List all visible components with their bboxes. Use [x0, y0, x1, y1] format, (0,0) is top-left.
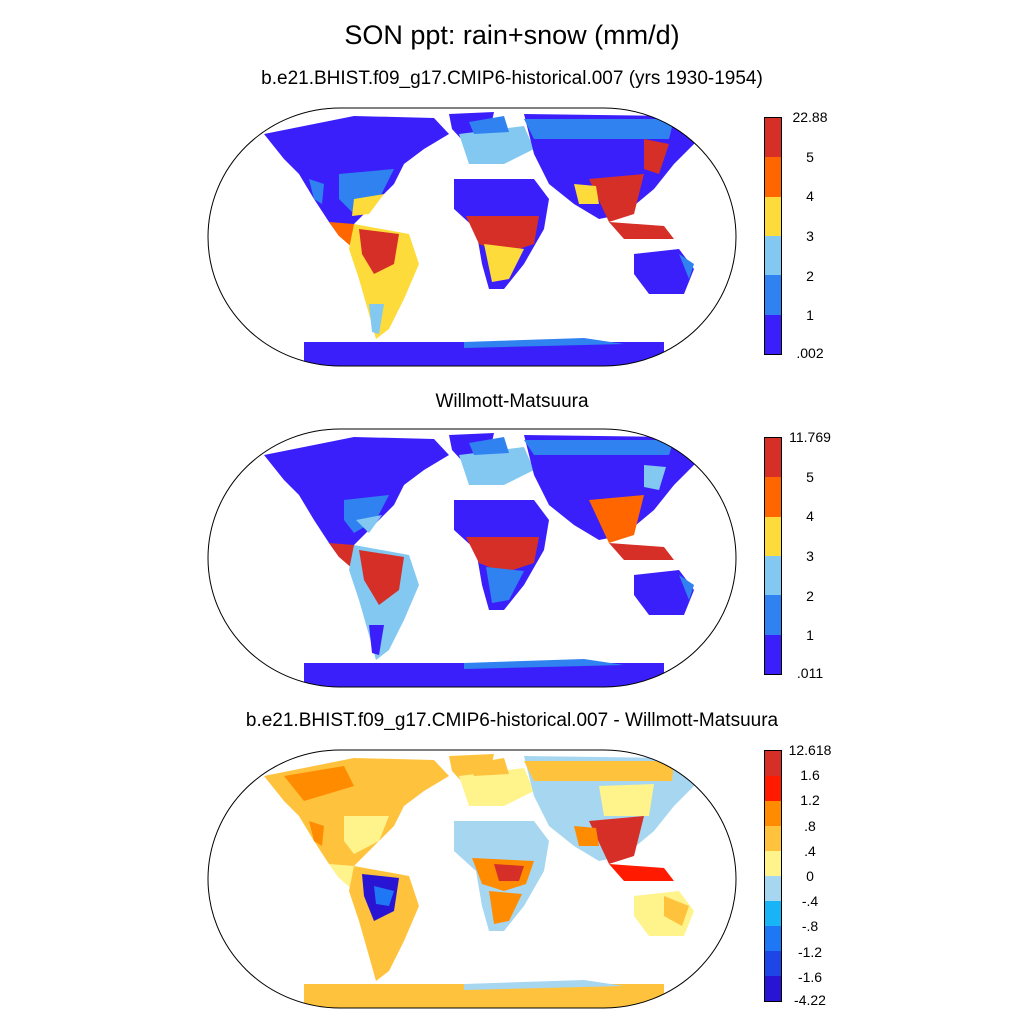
- panel-2-map: [204, 425, 740, 689]
- colorbar-segment: [765, 901, 781, 926]
- panel-3-map-svg: [207, 749, 737, 1009]
- colorbar-label: .4: [804, 842, 816, 859]
- colorbar-label: 4: [806, 188, 814, 205]
- colorbar-label: 11.769: [789, 429, 831, 445]
- colorbar-segment: [765, 314, 781, 354]
- colorbar-label: 5: [806, 468, 814, 485]
- colorbar-label: -1.2: [797, 943, 823, 960]
- colorbar-segment: [765, 157, 781, 197]
- colorbar-label: -1.6: [797, 968, 823, 985]
- colorbar-label: -.8: [801, 918, 819, 935]
- colorbar-label: 1: [806, 307, 814, 324]
- colorbar-label: 22.88: [792, 109, 828, 125]
- colorbar-label: .002: [796, 345, 824, 361]
- colorbar-segment: [765, 926, 781, 951]
- colorbar-segment: [765, 477, 781, 517]
- colorbar-segment: [765, 555, 781, 596]
- colorbar-segment: [765, 438, 781, 478]
- colorbar-segment: [765, 235, 781, 276]
- panel-1-title: b.e21.BHIST.f09_g17.CMIP6-historical.007…: [261, 68, 763, 89]
- colorbar-segment: [765, 751, 781, 776]
- colorbar-segment: [765, 951, 781, 976]
- panel-2-colorbar: [764, 437, 782, 675]
- colorbar-label: 3: [806, 548, 814, 564]
- colorbar-segment: [765, 876, 781, 901]
- asia: [524, 114, 704, 219]
- colorbar-segment: [765, 275, 781, 315]
- colorbar-label: 1.2: [800, 792, 820, 809]
- colorbar-label: 4: [806, 508, 814, 525]
- colorbar-segment: [765, 196, 781, 236]
- colorbar-label: 12.618: [788, 742, 832, 758]
- colorbar-segment: [765, 595, 781, 635]
- colorbar-segment: [765, 516, 781, 556]
- figure-title: SON ppt: rain+snow (mm/d): [344, 20, 680, 50]
- panel-3-colorbar: [764, 750, 782, 1002]
- panel-3-title: b.e21.BHIST.f09_g17.CMIP6-historical.007…: [245, 710, 779, 731]
- colorbar-segment: [765, 776, 781, 801]
- panel-1-map-svg: [207, 107, 737, 367]
- colorbar-label: .8: [804, 817, 816, 834]
- colorbar-label: 5: [806, 148, 814, 165]
- australia: [634, 249, 694, 294]
- panel-3-map: [204, 746, 740, 1010]
- panel-2-title: Willmott-Matsuura: [435, 391, 589, 412]
- colorbar-label: -4.22: [794, 992, 826, 1008]
- panel-2-map-svg: [207, 428, 737, 688]
- panel-1-map: [204, 104, 740, 368]
- colorbar-label: 2: [806, 267, 814, 284]
- colorbar-label: -.4: [801, 893, 819, 910]
- colorbar-segment: [765, 801, 781, 826]
- colorbar-segment: [765, 976, 781, 1001]
- colorbar-segment: [765, 634, 781, 674]
- colorbar-label: 3: [806, 228, 814, 244]
- colorbar-label: 1.6: [800, 767, 820, 784]
- colorbar-label: 0: [806, 868, 814, 884]
- colorbar-label: 2: [806, 587, 814, 604]
- panel-1-colorbar: [764, 117, 782, 355]
- colorbar-segment: [765, 826, 781, 851]
- colorbar-label: .011: [796, 665, 824, 681]
- colorbar-segment: [765, 118, 781, 158]
- colorbar-label: 1: [806, 627, 814, 644]
- colorbar-segment: [765, 851, 781, 876]
